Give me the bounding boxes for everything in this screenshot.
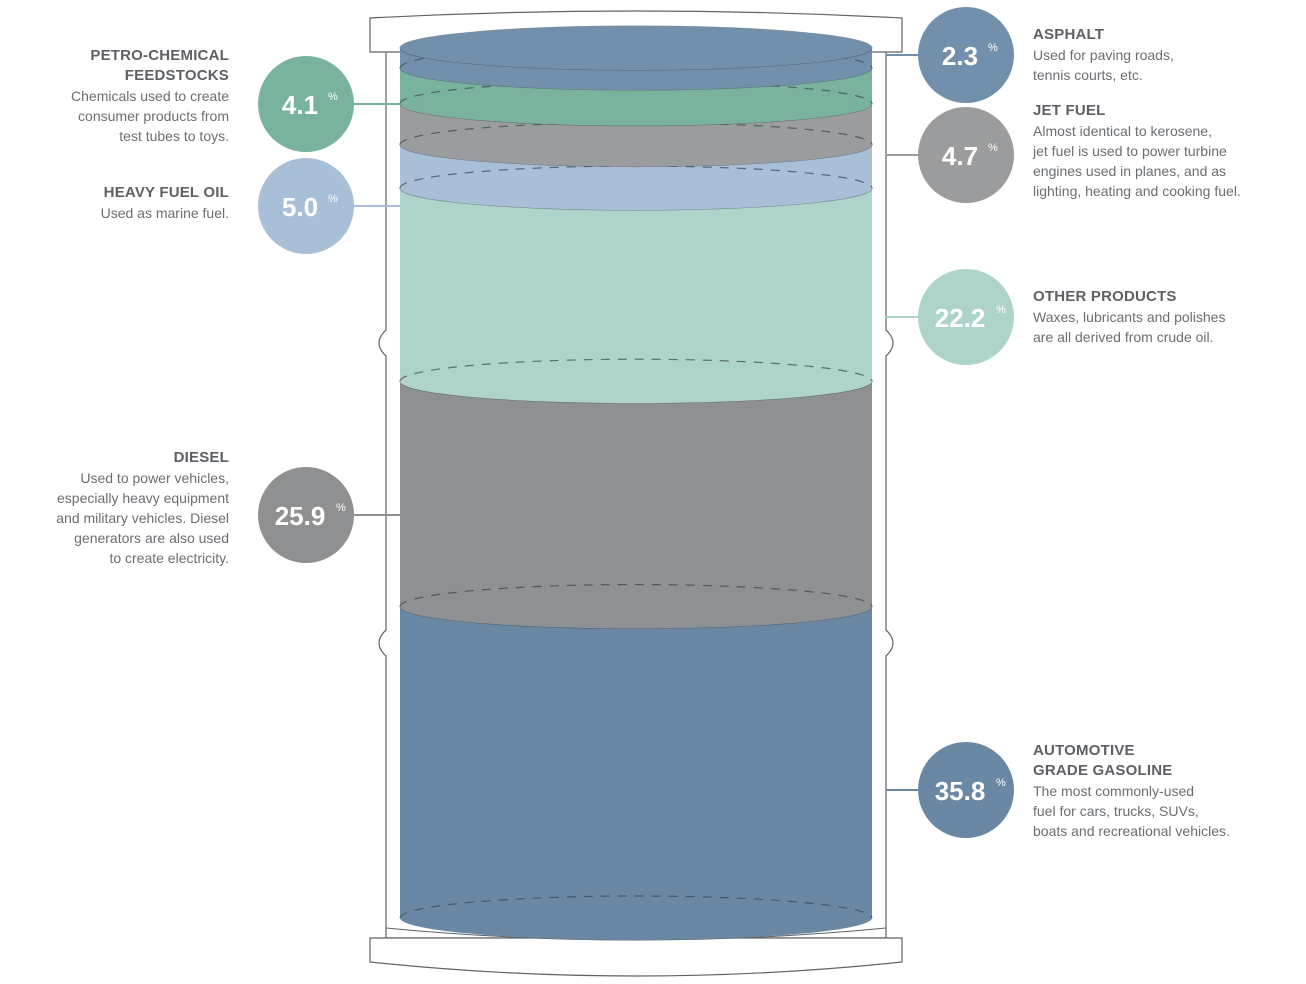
segment-dash-4 xyxy=(399,358,873,382)
gasoline-desc-2: fuel for cars, trucks, SUVs, xyxy=(1033,803,1199,819)
label-diesel: DIESEL Used to power vehicles, especiall… xyxy=(0,448,229,568)
jet-title: JET FUEL xyxy=(1033,102,1106,119)
bubble-0 xyxy=(918,7,1014,103)
diesel-desc-4: generators are also used xyxy=(74,530,229,546)
percent-sign-3: % xyxy=(328,193,338,205)
petro-title-1: PETRO-CHEMICAL xyxy=(90,47,229,64)
petro-desc-1: Chemicals used to create xyxy=(71,88,229,104)
label-gasoline: AUTOMOTIVE GRADE GASOLINE The most commo… xyxy=(1033,741,1303,841)
percent-sign-2: % xyxy=(988,142,998,154)
jet-desc-1: Almost identical to kerosene, xyxy=(1033,123,1212,139)
percent-sign-5: % xyxy=(336,502,346,514)
other-desc-2: are all derived from crude oil. xyxy=(1033,329,1214,345)
segment-dash-6 xyxy=(399,895,873,919)
asphalt-desc-2: tennis courts, etc. xyxy=(1033,67,1143,83)
heavy-title: HEAVY FUEL OIL xyxy=(103,184,229,201)
jet-desc-2: jet fuel is used to power turbine xyxy=(1033,143,1227,159)
heavy-desc-1: Used as marine fuel. xyxy=(100,205,229,221)
bubble-6 xyxy=(918,742,1014,838)
value-label-4: 22.2 xyxy=(935,303,986,333)
diesel-desc-5: to create electricity. xyxy=(109,550,229,566)
gasoline-title-1: AUTOMOTIVE xyxy=(1033,742,1135,759)
label-other-products: OTHER PRODUCTS Waxes, lubricants and pol… xyxy=(1033,287,1303,347)
value-label-1: 4.1 xyxy=(282,90,318,120)
petro-desc-3: test tubes to toys. xyxy=(119,128,229,144)
value-label-3: 5.0 xyxy=(282,192,318,222)
gasoline-desc-1: The most commonly-used xyxy=(1033,783,1195,799)
bubble-2 xyxy=(918,107,1014,203)
bubble-3 xyxy=(258,158,354,254)
barrel-base xyxy=(369,937,903,977)
asphalt-title: ASPHALT xyxy=(1033,26,1105,43)
other-title: OTHER PRODUCTS xyxy=(1033,288,1177,305)
label-heavy-fuel-oil: HEAVY FUEL OIL Used as marine fuel. xyxy=(0,183,229,223)
other-desc-1: Waxes, lubricants and polishes xyxy=(1033,309,1226,325)
segment-dash-5 xyxy=(399,583,873,607)
label-asphalt: ASPHALT Used for paving roads, tennis co… xyxy=(1033,25,1303,85)
bubble-5 xyxy=(258,467,354,563)
diesel-desc-1: Used to power vehicles, xyxy=(80,470,229,486)
label-petro-chemical: PETRO-CHEMICAL FEEDSTOCKS Chemicals used… xyxy=(0,46,229,146)
jet-desc-4: lighting, heating and cooking fuel. xyxy=(1033,183,1241,199)
top-surface xyxy=(400,26,872,70)
diesel-desc-2: especially heavy equipment xyxy=(57,490,229,506)
asphalt-desc-1: Used for paving roads, xyxy=(1033,47,1174,63)
bubble-1 xyxy=(258,56,354,152)
gasoline-desc-3: boats and recreational vehicles. xyxy=(1033,823,1230,839)
segment-body-4 xyxy=(400,188,872,404)
value-label-0: 2.3 xyxy=(942,41,978,71)
label-jet-fuel: JET FUEL Almost identical to kerosene, j… xyxy=(1033,101,1305,201)
segment-body-6 xyxy=(400,606,872,940)
percent-sign-0: % xyxy=(988,42,998,54)
percent-sign-1: % xyxy=(328,91,338,103)
diesel-title: DIESEL xyxy=(173,449,229,466)
petro-title-2: FEEDSTOCKS xyxy=(124,67,229,84)
percent-sign-4: % xyxy=(996,304,1006,316)
segment-body-5 xyxy=(400,381,872,629)
petro-desc-2: consumer products from xyxy=(78,108,229,124)
gasoline-title-2: GRADE GASOLINE xyxy=(1033,762,1173,779)
percent-sign-6: % xyxy=(996,777,1006,789)
bubble-4 xyxy=(918,269,1014,365)
jet-desc-3: engines used in planes, and as xyxy=(1033,163,1227,179)
value-label-5: 25.9 xyxy=(275,501,326,531)
value-label-6: 35.8 xyxy=(935,776,986,806)
value-label-2: 4.7 xyxy=(942,141,978,171)
diesel-desc-3: and military vehicles. Diesel xyxy=(56,510,229,526)
